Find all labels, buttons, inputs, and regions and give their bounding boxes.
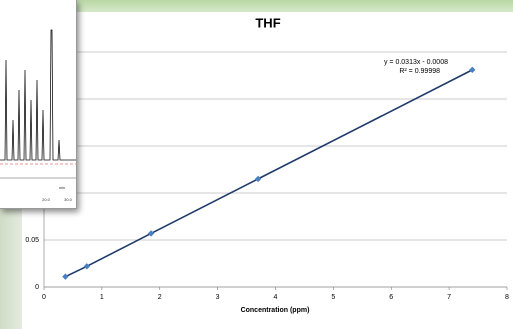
x-axis-label: Concentration (ppm)	[241, 307, 310, 314]
page: {"chart_data": {"type": "scatter", "titl…	[0, 0, 513, 329]
inset-tick-label: 30.0	[64, 197, 73, 202]
chromatogram-inset: min 20.0 30.0	[0, 0, 77, 209]
inset-tick-label: 20.0	[42, 197, 51, 202]
chromatogram: min 20.0 30.0	[0, 0, 76, 208]
x-tick-label: 0	[42, 294, 46, 301]
x-tick-label: 4	[274, 294, 278, 301]
x-tick-label: 6	[389, 294, 393, 301]
inset-unit: min	[59, 185, 65, 190]
y-tick-label: 0.05	[25, 237, 39, 244]
equation: y = 0.0313x - 0.0008	[384, 59, 448, 66]
r-squared: R² = 0.99998	[399, 68, 440, 75]
x-tick-label: 8	[505, 294, 509, 301]
x-tick-label: 1	[100, 294, 104, 301]
chart-title: THF	[255, 15, 280, 30]
y-tick-label: 0	[35, 284, 39, 291]
x-tick-label: 2	[158, 294, 162, 301]
x-tick-label: 3	[216, 294, 220, 301]
x-tick-label: 7	[447, 294, 451, 301]
chromatogram-trace	[0, 30, 76, 160]
x-tick-label: 5	[331, 294, 335, 301]
